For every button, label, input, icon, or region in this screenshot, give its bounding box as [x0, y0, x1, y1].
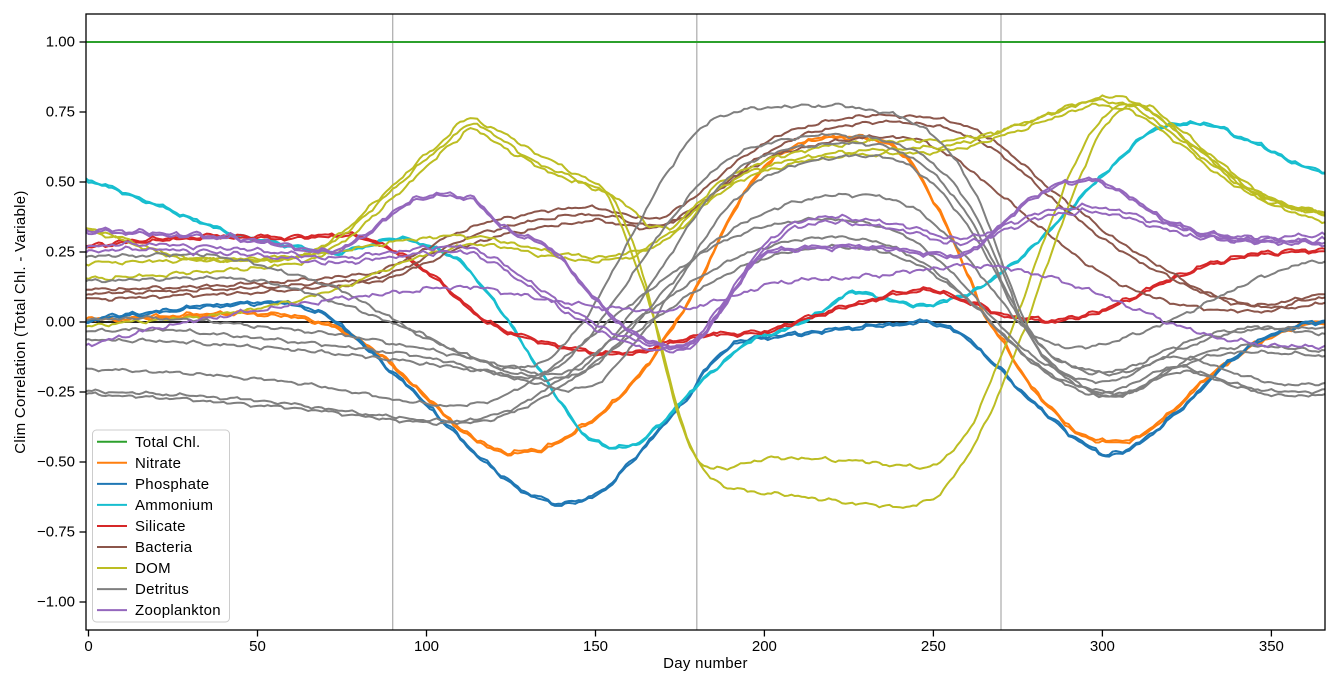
svg-text:Total Chl.: Total Chl. [135, 434, 201, 451]
svg-text:−1.00: −1.00 [37, 594, 75, 611]
svg-text:100: 100 [414, 638, 439, 655]
svg-text:Bacteria: Bacteria [135, 539, 193, 556]
svg-text:Day number: Day number [663, 655, 748, 672]
svg-text:0: 0 [84, 638, 92, 655]
svg-text:Detritus: Detritus [135, 581, 189, 598]
svg-text:Nitrate: Nitrate [135, 455, 181, 472]
svg-text:−0.50: −0.50 [37, 454, 75, 471]
svg-text:Zooplankton: Zooplankton [135, 602, 221, 619]
svg-text:150: 150 [583, 638, 608, 655]
svg-text:0.50: 0.50 [46, 174, 75, 191]
svg-text:0.75: 0.75 [46, 104, 75, 121]
svg-text:200: 200 [752, 638, 777, 655]
svg-text:350: 350 [1259, 638, 1284, 655]
svg-text:Phosphate: Phosphate [135, 476, 209, 493]
svg-text:50: 50 [249, 638, 266, 655]
svg-text:0.25: 0.25 [46, 244, 75, 261]
svg-text:DOM: DOM [135, 560, 171, 577]
svg-text:−0.25: −0.25 [37, 384, 75, 401]
svg-text:0.00: 0.00 [46, 314, 75, 331]
svg-text:Silicate: Silicate [135, 518, 186, 535]
svg-text:300: 300 [1090, 638, 1115, 655]
svg-text:−0.75: −0.75 [37, 524, 75, 541]
svg-text:250: 250 [921, 638, 946, 655]
svg-text:Clim Correlation (Total Chl. -: Clim Correlation (Total Chl. - Variable) [12, 190, 29, 453]
svg-text:Ammonium: Ammonium [135, 497, 213, 514]
svg-text:1.00: 1.00 [46, 34, 75, 51]
